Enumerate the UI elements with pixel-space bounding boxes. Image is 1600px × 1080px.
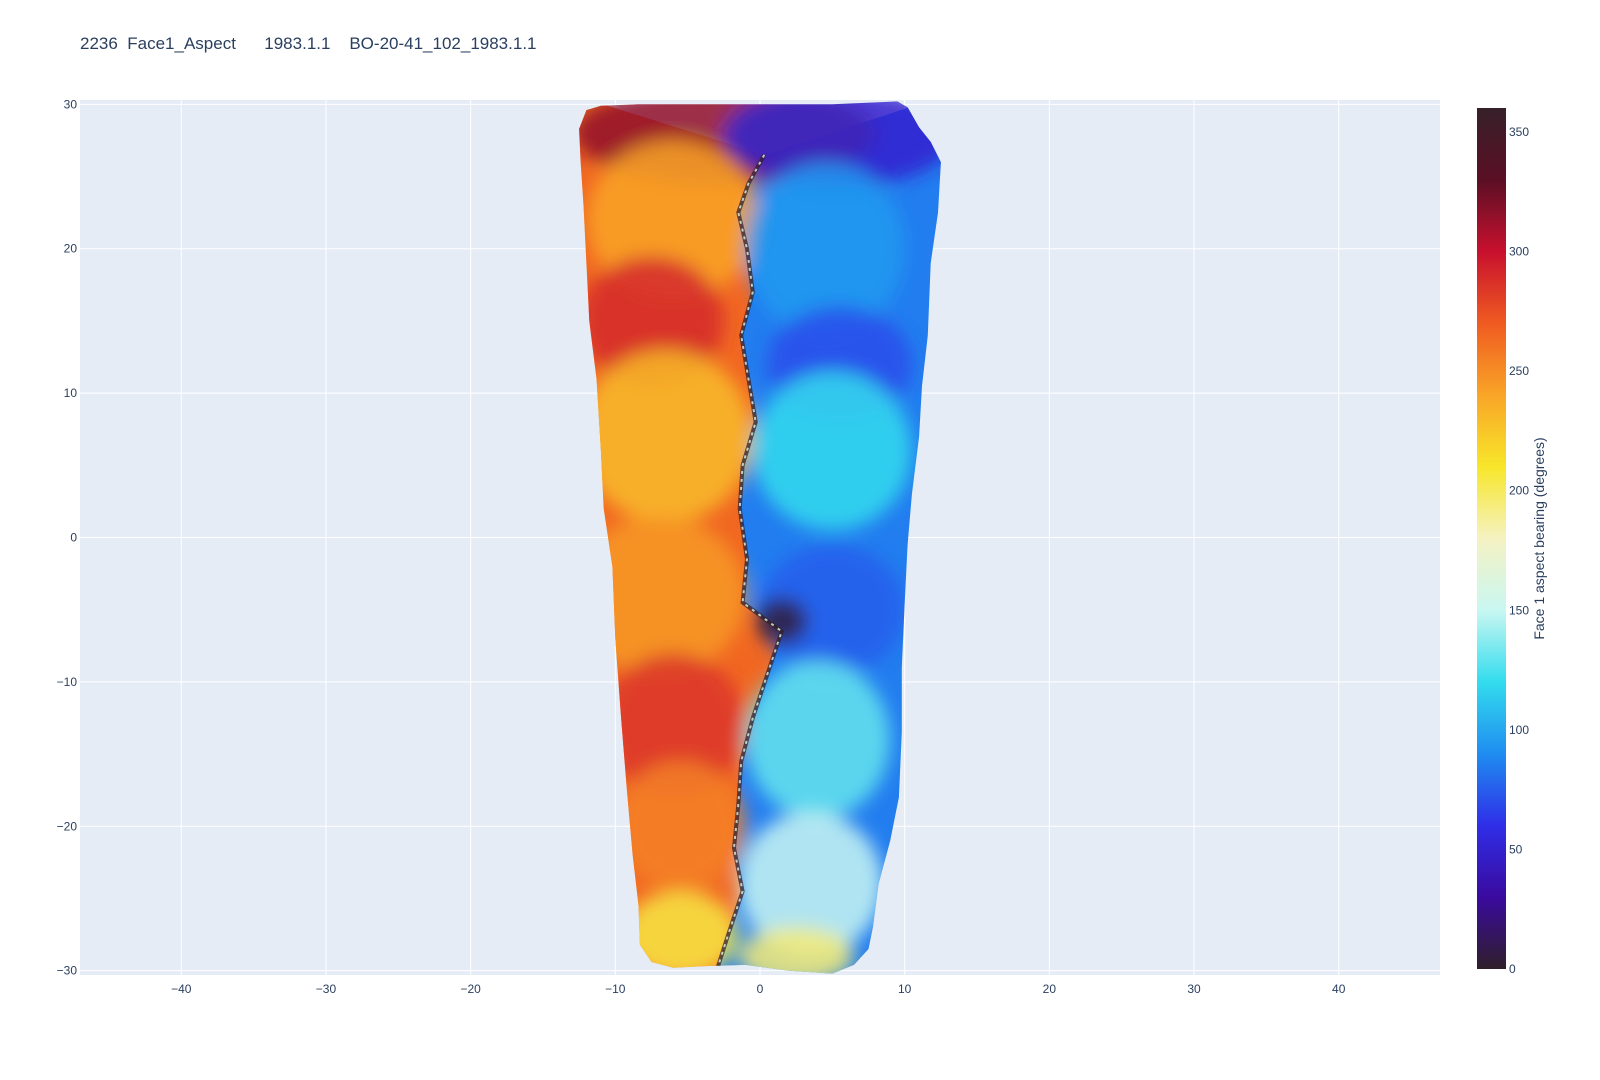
flake-scar: [752, 371, 912, 531]
flake-scar: [579, 515, 746, 675]
colorbar: 0 50 100 150 200 250 300 350 Face 1 aspect beari…: [1477, 108, 1547, 976]
colorbar-tick-label: 300: [1509, 245, 1529, 259]
y-tick-label: 10: [64, 386, 78, 400]
scar-group: [579, 101, 941, 974]
flake-scar: [745, 162, 905, 336]
y-tick-label: 0: [70, 531, 77, 545]
colorbar-tick-label: 150: [1509, 603, 1529, 617]
colorbar-tick-label: 0: [1509, 962, 1516, 976]
ridge-highlight: [715, 154, 783, 972]
x-tick-label: 10: [898, 982, 912, 996]
x-tick-label: −20: [460, 982, 481, 996]
colorbar-gradient: [1477, 108, 1506, 969]
y-tick-label: −30: [57, 964, 78, 978]
colorbar-tick-label: 50: [1509, 842, 1523, 856]
x-tick-label: −40: [171, 982, 192, 996]
flake-scar: [738, 927, 855, 974]
flake-scar: [723, 101, 941, 187]
chart-title: 2236 Face1_Aspect 1983.1.1 BO-20-41_102_…: [80, 34, 537, 53]
colorbar-tick-label: 350: [1509, 125, 1529, 139]
x-axis-ticks: −40 −30 −20 −10 0 10 20 30 40: [171, 982, 1346, 996]
flake-scar: [755, 598, 808, 645]
flake-scar: [600, 653, 746, 798]
x-tick-label: −10: [605, 982, 626, 996]
flake-scar: [579, 349, 753, 524]
x-tick-label: 20: [1043, 982, 1057, 996]
y-tick-label: 30: [64, 97, 78, 111]
flake-scar: [615, 761, 746, 892]
colorbar-tick-label: 100: [1509, 723, 1529, 737]
flake-scar: [738, 811, 883, 957]
x-tick-label: 40: [1332, 982, 1346, 996]
flake-scar: [745, 660, 891, 820]
y-tick-label: −20: [57, 819, 78, 833]
colorbar-title: Face 1 aspect bearing (degrees): [1531, 437, 1547, 639]
y-axis-ticks: 30 20 10 0 −10 −20 −30: [57, 97, 78, 977]
colorbar-tick-label: 250: [1509, 364, 1529, 378]
y-tick-label: −10: [57, 675, 78, 689]
y-tick-label: 20: [64, 242, 78, 256]
x-tick-label: 0: [757, 982, 764, 996]
flake-scar: [622, 891, 739, 974]
colorbar-tick-label: 200: [1509, 484, 1529, 498]
x-tick-label: −30: [316, 982, 337, 996]
x-tick-label: 30: [1187, 982, 1201, 996]
flake-scar: [760, 544, 905, 675]
